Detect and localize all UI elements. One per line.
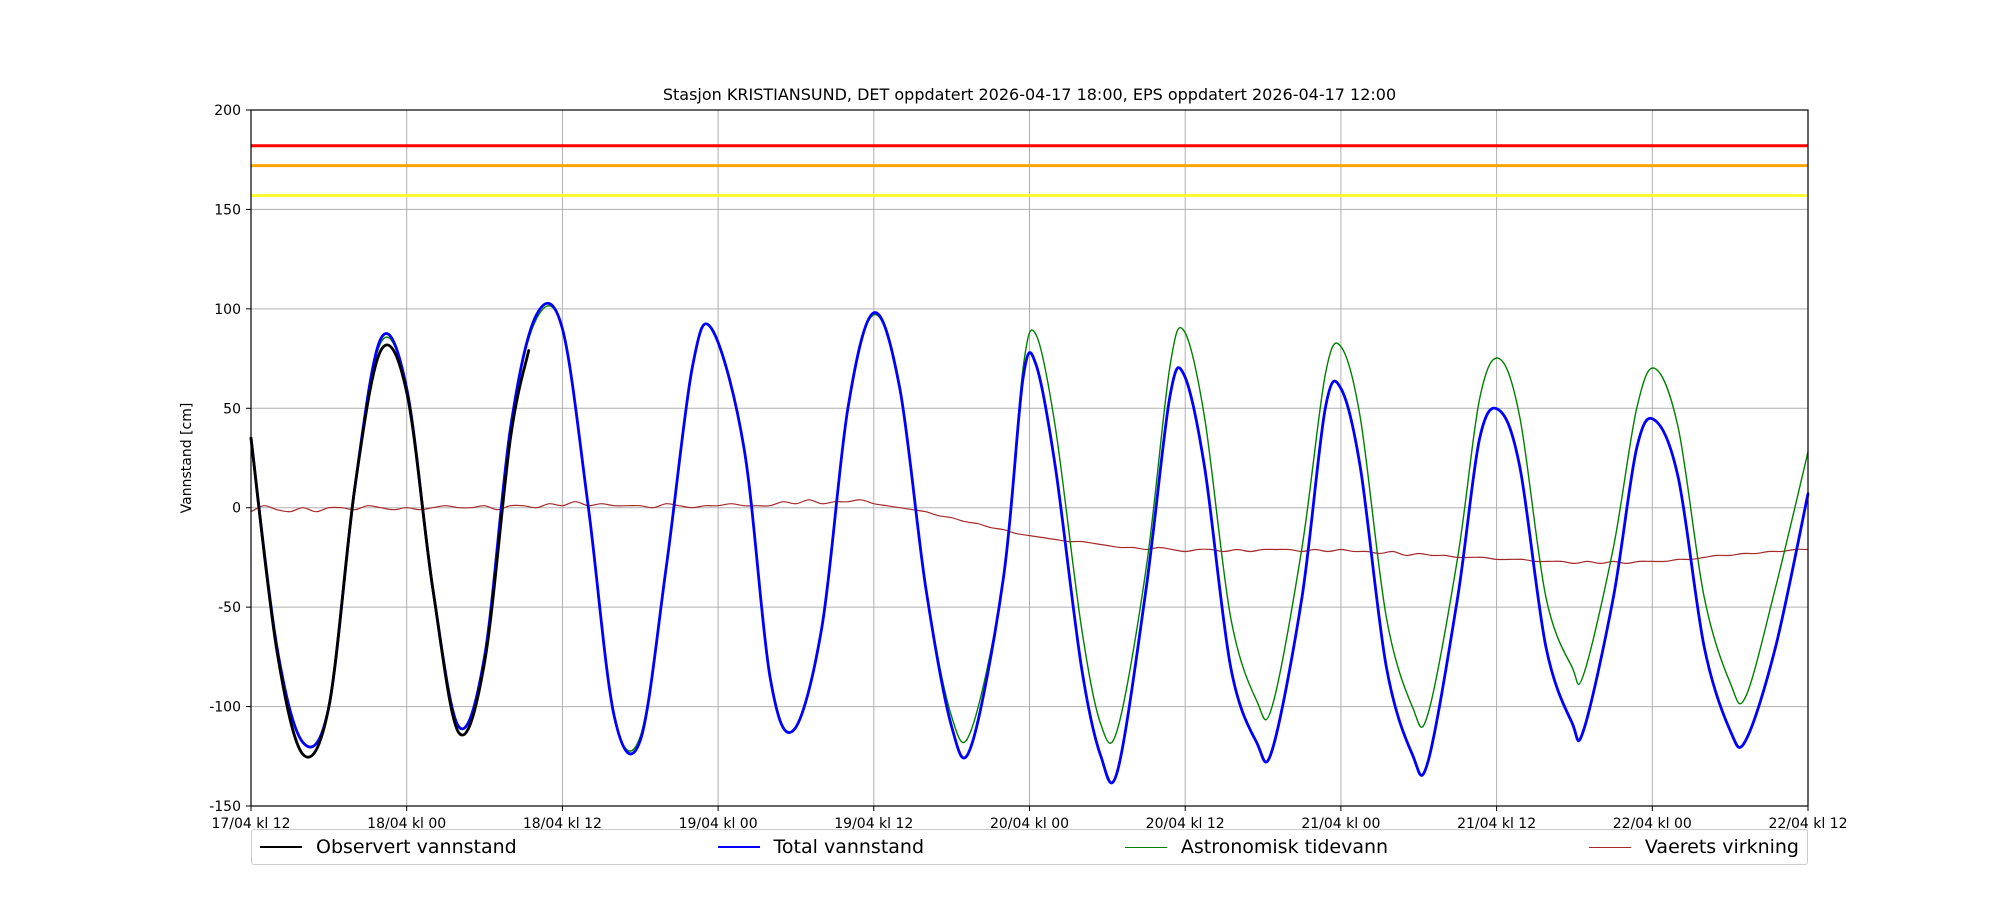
y-tick-label: -100 <box>209 700 241 716</box>
legend-label: Astronomisk tidevann <box>1180 836 1389 858</box>
legend-label: Vaerets virkning <box>1644 836 1799 858</box>
threshold-lines <box>251 144 1808 198</box>
grid-layer <box>250 109 1809 807</box>
y-tick-label: 50 <box>223 401 241 417</box>
x-tick-label: 21/04 kl 12 <box>1457 816 1536 832</box>
x-tick-label: 19/04 kl 00 <box>679 816 758 832</box>
chart-title: Stasjon KRISTIANSUND, DET oppdatert 2026… <box>663 85 1396 104</box>
x-tick-label: 18/04 kl 12 <box>523 816 602 832</box>
x-tick-label: 17/04 kl 12 <box>211 816 290 832</box>
legend-swatch <box>1588 846 1631 848</box>
series-line-total-vannstand <box>249 302 1810 785</box>
legend-swatch <box>260 846 302 848</box>
x-tick-label: 18/04 kl 00 <box>367 816 446 832</box>
y-tick-label: 100 <box>214 302 241 318</box>
x-tick-label: 20/04 kl 12 <box>1146 816 1225 832</box>
axis-ticks: 17/04 kl 12 18/04 kl 00 18/04 kl 12 19/04 k… <box>209 103 1847 832</box>
legend-swatch <box>1124 846 1167 848</box>
legend-item: Astronomisk tidevann <box>1124 836 1389 858</box>
series-layer <box>249 302 1810 785</box>
x-tick-label: 19/04 kl 12 <box>834 816 913 832</box>
legend-label: Total vannstand <box>773 836 925 858</box>
legend: Observert vannstand Total vannstand Astron… <box>251 829 1808 865</box>
series-line-observert-vannstand <box>249 343 531 759</box>
legend-item: Total vannstand <box>717 836 925 858</box>
y-tick-label: 150 <box>214 202 241 218</box>
y-tick-label: 0 <box>232 501 241 517</box>
y-axis-label: Vannstand [cm] <box>179 403 195 514</box>
legend-item: Observert vannstand <box>260 836 517 858</box>
y-tick-label: -150 <box>209 799 241 815</box>
x-tick-label: 20/04 kl 00 <box>990 816 1069 832</box>
x-tick-label: 21/04 kl 00 <box>1301 816 1380 832</box>
legend-label: Observert vannstand <box>316 836 517 858</box>
series-line-vaerets-virkning <box>250 499 1809 564</box>
legend-swatch <box>717 846 760 848</box>
y-tick-label: 200 <box>214 103 241 119</box>
x-tick-label: 22/04 kl 00 <box>1613 816 1692 832</box>
x-tick-label: 22/04 kl 12 <box>1768 816 1847 832</box>
y-tick-label: -50 <box>218 600 241 616</box>
legend-item: Vaerets virkning <box>1588 836 1799 858</box>
